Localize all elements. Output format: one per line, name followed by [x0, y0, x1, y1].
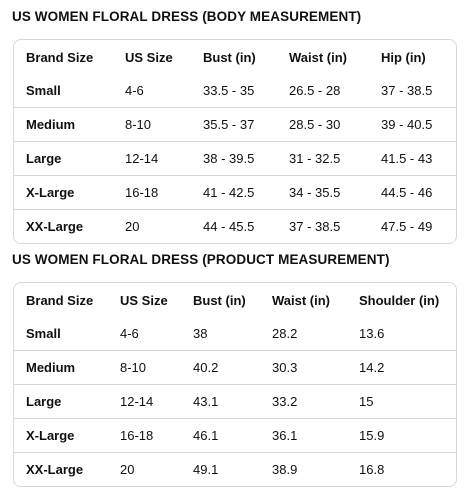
table-row: Large 12-14 43.1 33.2 15	[14, 384, 456, 419]
table-cell: 37 - 38.5	[277, 209, 369, 243]
table-cell: 43.1	[181, 384, 260, 419]
table-cell: 36.1	[260, 418, 347, 453]
table-row: Medium 8-10 40.2 30.3 14.2	[14, 350, 456, 385]
header-row: Brand Size US Size Bust (in) Waist (in) Shou…	[14, 283, 456, 317]
table-cell: 4-6	[120, 326, 139, 341]
header-row: Brand Size US Size Bust (in) Waist (in) Hip …	[14, 40, 456, 74]
table-cell: 35.5 - 37	[191, 107, 277, 142]
table-cell: 16-18	[108, 418, 181, 453]
size-label-cell: Large	[14, 384, 108, 419]
table-cell: 8-10	[113, 107, 191, 142]
table-cell: 37 - 38.5	[381, 83, 433, 98]
size-label-cell: Small	[26, 83, 61, 98]
table-cell: 41.5 - 43	[369, 141, 456, 176]
table-cell: 40.2	[181, 350, 260, 385]
table-cell: 38 - 39.5	[191, 141, 277, 176]
size-label-cell: Medium	[14, 107, 113, 142]
column-header: Bust (in)	[203, 49, 256, 65]
size-label-cell: X-Large	[14, 418, 108, 453]
table-cell: 44 - 45.5	[191, 209, 277, 243]
table-cell: 12-14	[108, 384, 181, 419]
table-cell: 12-14	[113, 141, 191, 176]
column-header: Waist (in)	[272, 292, 331, 308]
table-cell: 49.1	[181, 452, 260, 486]
table-cell: 44.5 - 46	[369, 175, 456, 210]
table-cell: 28.5 - 30	[277, 107, 369, 142]
table-row: Medium 8-10 35.5 - 37 28.5 - 30 39 - 40.5	[14, 107, 456, 142]
table-cell: 16-18	[113, 175, 191, 210]
product-measurement-table: Brand Size US Size Bust (in) Waist (in) Shou…	[13, 282, 457, 487]
column-header: Shoulder (in)	[359, 292, 440, 308]
table-cell: 34 - 35.5	[277, 175, 369, 210]
table-cell: 39 - 40.5	[369, 107, 456, 142]
table-row: XX-Large 20 49.1 38.9 16.8	[14, 452, 456, 486]
size-label-cell: Small	[26, 326, 61, 341]
table-cell: 38.9	[260, 452, 347, 486]
table-cell: 13.6	[359, 326, 385, 341]
size-label-cell: X-Large	[14, 175, 113, 210]
table-cell: 30.3	[260, 350, 347, 385]
size-label-cell: XX-Large	[14, 209, 113, 243]
table-cell: 16.8	[347, 452, 456, 486]
table-cell: 15.9	[347, 418, 456, 453]
size-label-cell: Medium	[14, 350, 108, 385]
body-measurement-table: Brand Size US Size Bust (in) Waist (in) Hip …	[13, 39, 457, 244]
table-cell: 47.5 - 49	[369, 209, 456, 243]
table-cell: 4-6	[125, 83, 144, 98]
table-row: Small 4-6 38 28.2 13.6	[14, 317, 456, 351]
table-cell: 28.2	[272, 326, 298, 341]
product-measurement-title: US WOMEN FLORAL DRESS (PRODUCT MEASUREME…	[12, 252, 390, 267]
table-cell: 38	[193, 326, 208, 341]
column-header: Brand Size	[26, 49, 94, 65]
table-row: X-Large 16-18 46.1 36.1 15.9	[14, 418, 456, 453]
size-label-cell: Large	[14, 141, 113, 176]
size-label-cell: XX-Large	[14, 452, 108, 486]
table-cell: 8-10	[108, 350, 181, 385]
body-measurement-title: US WOMEN FLORAL DRESS (BODY MEASUREMENT)	[12, 9, 362, 24]
column-header: Brand Size	[26, 292, 94, 308]
table-row: X-Large 16-18 41 - 42.5 34 - 35.5 44.5 - 46	[14, 175, 456, 210]
table-cell: 26.5 - 28	[289, 83, 341, 98]
table-cell: 20	[108, 452, 181, 486]
column-header: Hip (in)	[381, 49, 426, 65]
table-row: XX-Large 20 44 - 45.5 37 - 38.5 47.5 - 49	[14, 209, 456, 243]
column-header: Waist (in)	[289, 49, 348, 65]
table-cell: 31 - 32.5	[277, 141, 369, 176]
table-cell: 33.5 - 35	[203, 83, 255, 98]
column-header: US Size	[125, 49, 173, 65]
table-row: Large 12-14 38 - 39.5 31 - 32.5 41.5 - 43	[14, 141, 456, 176]
table-cell: 14.2	[347, 350, 456, 385]
table-row: Small 4-6 33.5 - 35 26.5 - 28 37 - 38.5	[14, 74, 456, 108]
table-cell: 41 - 42.5	[191, 175, 277, 210]
table-cell: 33.2	[260, 384, 347, 419]
column-header: US Size	[120, 292, 168, 308]
table-cell: 20	[113, 209, 191, 243]
column-header: Bust (in)	[193, 292, 246, 308]
table-cell: 15	[347, 384, 456, 419]
table-cell: 46.1	[181, 418, 260, 453]
